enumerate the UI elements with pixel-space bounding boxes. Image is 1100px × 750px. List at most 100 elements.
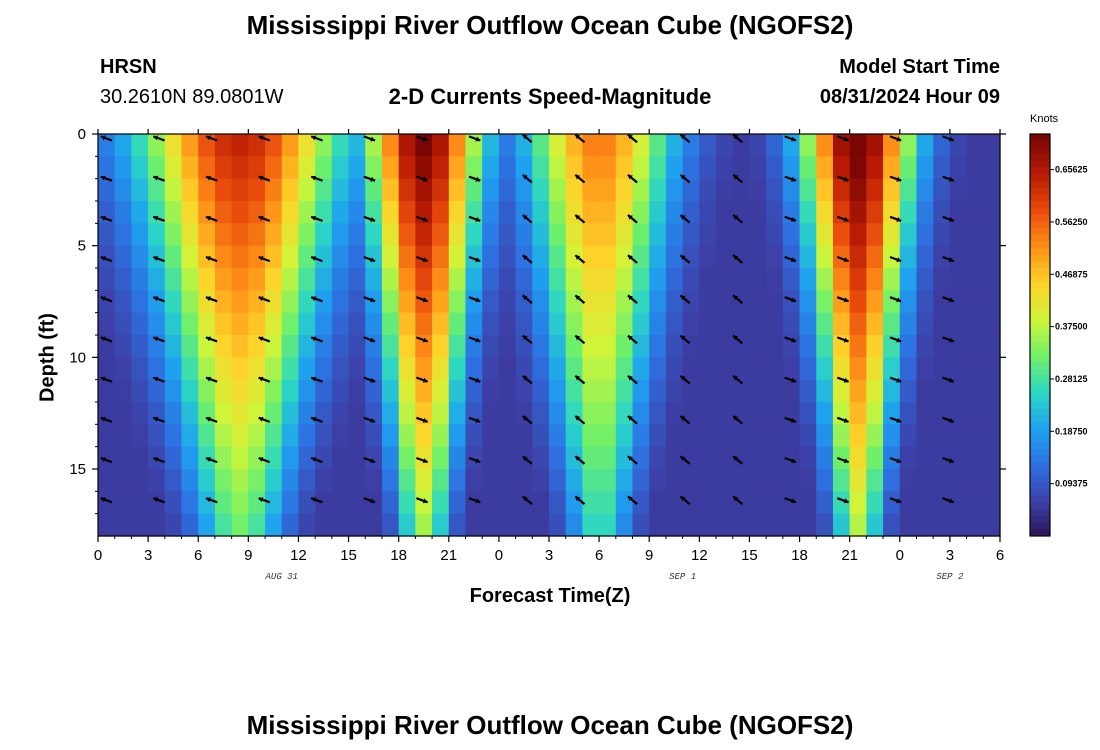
- heatmap-cell: [248, 290, 266, 314]
- heatmap-cell: [164, 312, 183, 336]
- heatmap-cell: [615, 335, 634, 358]
- heatmap-cell: [732, 268, 751, 291]
- colorbar-segment: [1030, 227, 1050, 235]
- heatmap-cell: [649, 491, 667, 515]
- heatmap-cell: [298, 268, 316, 291]
- heatmap-cell: [415, 357, 433, 381]
- heatmap-cell: [832, 178, 851, 202]
- current-arrow: [784, 416, 797, 423]
- heatmap-cell: [883, 312, 901, 336]
- heatmap-cell: [448, 156, 467, 180]
- colorbar-segment: [1030, 515, 1050, 524]
- heatmap-cell: [198, 335, 216, 358]
- heatmap-cell: [966, 357, 984, 381]
- heatmap-cell: [983, 402, 1001, 425]
- heatmap-cell: [331, 268, 350, 291]
- heatmap-cell: [98, 402, 116, 425]
- heatmap-cell: [465, 312, 483, 336]
- heatmap-cell: [799, 312, 817, 336]
- current-arrow: [258, 296, 271, 303]
- heatmap-cell: [281, 469, 300, 492]
- colorbar-segment: [1030, 328, 1050, 336]
- heatmap-cell: [899, 379, 918, 403]
- heatmap-cell: [966, 201, 984, 224]
- heatmap-cell: [265, 245, 283, 269]
- heatmap-cell: [131, 446, 149, 470]
- heatmap-cell: [799, 357, 817, 381]
- heatmap-cell: [381, 312, 400, 336]
- current-arrow: [100, 215, 113, 222]
- heatmap-cell: [465, 290, 483, 314]
- x-tick-label: 18: [791, 547, 808, 564]
- heatmap-cell: [331, 469, 350, 492]
- heatmap-cell: [398, 134, 416, 157]
- heatmap-cell: [866, 335, 884, 358]
- heatmap-cell: [916, 402, 934, 425]
- x-tick-label: 18: [390, 547, 407, 564]
- heatmap-cell: [164, 357, 183, 381]
- heatmap-cell: [933, 245, 951, 269]
- current-arrow: [679, 214, 691, 224]
- heatmap-cell: [515, 312, 533, 336]
- colorbar-segment: [1030, 395, 1050, 403]
- heatmap-cell: [448, 469, 467, 492]
- heatmap-cell: [782, 446, 801, 470]
- heatmap-cell: [114, 379, 132, 403]
- heatmap-cell: [498, 335, 517, 358]
- heatmap-cell: [766, 201, 784, 224]
- heatmap-cell: [148, 513, 166, 537]
- heatmap-cell: [381, 513, 400, 537]
- heatmap-cell: [916, 513, 934, 537]
- current-arrow: [152, 376, 165, 383]
- heatmap-cell: [331, 201, 350, 224]
- heatmap-cell: [866, 134, 884, 157]
- heatmap-cell: [966, 469, 984, 492]
- heatmap-cell: [164, 424, 183, 448]
- heatmap-cell: [298, 312, 316, 336]
- heatmap-cell: [432, 223, 450, 247]
- current-arrow: [363, 376, 376, 383]
- heatmap-cell: [265, 312, 283, 336]
- heatmap-cell: [832, 223, 851, 247]
- heatmap-cell: [949, 178, 968, 202]
- heatmap-cell: [766, 312, 784, 336]
- heatmap-cell: [415, 379, 433, 403]
- heatmap-cell: [298, 379, 316, 403]
- heatmap-cell: [315, 491, 333, 515]
- colorbar-segment: [1030, 448, 1050, 457]
- heatmap-cell: [315, 201, 333, 224]
- current-arrow: [310, 296, 323, 303]
- heatmap-cell: [749, 446, 767, 470]
- heatmap-cell: [298, 290, 316, 314]
- heatmap-cell: [665, 379, 684, 403]
- colorbar-segment: [1030, 234, 1050, 242]
- heatmap-cell: [565, 245, 583, 269]
- heatmap-cell: [231, 245, 249, 269]
- heatmap-cell: [148, 290, 166, 314]
- heatmap-cell: [498, 134, 517, 157]
- heatmap-cell: [582, 357, 600, 381]
- heatmap-cell: [899, 402, 918, 425]
- heatmap-cell: [549, 357, 567, 381]
- heatmap-cell: [365, 469, 383, 492]
- heatmap-cell: [348, 513, 366, 537]
- heatmap-cell: [699, 223, 717, 247]
- heatmap-cell: [649, 335, 667, 358]
- x-tick-label: 9: [244, 547, 252, 564]
- current-arrow: [732, 294, 744, 304]
- heatmap-cell: [866, 312, 884, 336]
- heatmap-cell: [448, 268, 467, 291]
- heatmap-cell: [281, 357, 300, 381]
- heatmap-cell: [98, 446, 116, 470]
- colorbar-segment: [1030, 381, 1050, 390]
- heatmap-cell: [164, 469, 183, 492]
- current-arrow: [205, 135, 218, 142]
- heatmap-cell: [832, 268, 851, 291]
- heatmap-cell: [866, 156, 884, 180]
- station-coordinates: 30.2610N 89.0801W: [100, 86, 284, 108]
- colorbar-segment: [1030, 261, 1050, 269]
- current-arrow: [627, 495, 638, 505]
- heatmap-cell: [181, 446, 199, 470]
- heatmap-cell: [298, 446, 316, 470]
- heatmap-cell: [732, 178, 751, 202]
